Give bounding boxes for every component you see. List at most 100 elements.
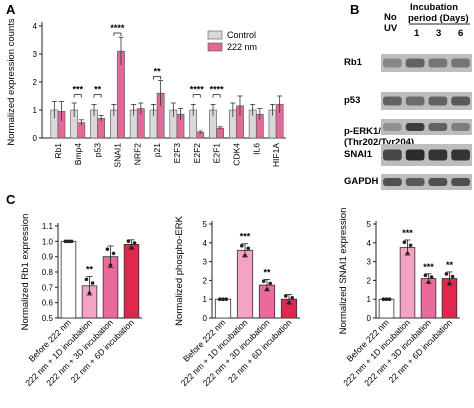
- y-axis-label-a: Normalized expression counts: [6, 18, 17, 146]
- y-axis-label: Normalized SNAI1 expression: [338, 208, 349, 335]
- y-tick-label: 0.9: [42, 253, 54, 262]
- day-label-3: 3: [436, 28, 441, 39]
- data-point: [221, 297, 225, 302]
- panel-letter-c: C: [6, 192, 16, 207]
- legend-swatch: [207, 42, 223, 52]
- data-point: [63, 239, 68, 244]
- y-tick-label: 0: [203, 314, 208, 323]
- y-tick-label: 4: [203, 239, 208, 248]
- y-tick-label: 3: [203, 258, 208, 267]
- blot-band: [428, 178, 448, 186]
- data-point: [261, 279, 266, 283]
- data-point: [405, 251, 410, 256]
- blot-band: [405, 123, 425, 131]
- y-tick-label-a: 3: [33, 50, 38, 59]
- blot-band: [405, 178, 425, 186]
- category-label: E2F2: [192, 143, 202, 164]
- data-point: [444, 272, 449, 276]
- data-point: [243, 253, 247, 258]
- bar: [214, 298, 232, 319]
- y-tick-label: 0.6: [42, 299, 54, 308]
- data-point: [290, 295, 295, 300]
- bar: [399, 247, 416, 319]
- category-label: p53: [93, 143, 103, 157]
- blot-band: [383, 149, 402, 161]
- data-point: [408, 243, 413, 248]
- category-label: Bmp4: [73, 143, 83, 165]
- sig-label: **: [263, 267, 271, 277]
- data-point: [239, 243, 244, 248]
- sig-label: ***: [240, 232, 251, 242]
- y-tick-label: 1.0: [42, 237, 54, 246]
- data-point: [426, 280, 431, 285]
- bar: [123, 243, 140, 319]
- y-tick-label: 1.1: [42, 222, 54, 231]
- data-point: [111, 251, 116, 256]
- data-point: [132, 241, 137, 245]
- data-point: [384, 297, 389, 302]
- y-tick-label: 0.8: [42, 268, 54, 277]
- data-point: [423, 273, 428, 278]
- data-point: [402, 240, 407, 245]
- data-point: [265, 287, 269, 292]
- sig-label: ****: [110, 23, 125, 33]
- blot-band: [428, 123, 448, 131]
- y-axis-label: Normalized Rb1 expression: [20, 214, 31, 331]
- data-point: [246, 246, 251, 251]
- category-label: E2F1: [212, 143, 222, 164]
- blot-strip-p53: [381, 92, 472, 110]
- blot-strip-rb1: [381, 54, 472, 72]
- data-point: [126, 239, 131, 243]
- blot-row-p53: p53: [344, 95, 360, 106]
- sig-label: **: [154, 66, 162, 76]
- data-point: [84, 277, 89, 282]
- category-label: p21: [152, 143, 162, 157]
- sig-label: ***: [402, 228, 413, 238]
- chart-c-rb1: 0.5 0.6 0.7 0.8 0.9 1.0 1.1 Normalized Rb1 expr…: [20, 214, 142, 388]
- blot-band: [451, 178, 470, 186]
- data-point: [447, 281, 452, 286]
- bar-222nm: [216, 127, 225, 139]
- sig-label: ****: [210, 85, 225, 95]
- blot-strip-gapdh: [381, 174, 472, 190]
- data-point: [450, 274, 455, 279]
- chart-a: 0 1 2 3 4 Normalized expression counts Rb1 Bmp4…: [6, 18, 286, 168]
- sig-label: **: [94, 85, 102, 95]
- y-tick-label: 0.7: [42, 283, 54, 292]
- y-tick-label: 2: [203, 276, 208, 285]
- blot-band: [451, 123, 470, 131]
- blot-band: [451, 58, 470, 68]
- blot-band: [383, 96, 402, 106]
- blot-row-rb1: Rb1: [344, 57, 363, 68]
- data-point: [287, 301, 291, 305]
- bar: [420, 278, 437, 319]
- blot-row-perk-sites: (Thr202/Tyr204): [344, 137, 414, 148]
- blot-band: [428, 58, 448, 68]
- sig-label: ****: [190, 85, 205, 95]
- sig-label: ***: [72, 85, 83, 95]
- panel-letter-a: A: [6, 2, 16, 17]
- legend-label: Control: [227, 30, 256, 40]
- category-label: Rb1: [53, 143, 63, 159]
- y-tick-label: 5: [203, 220, 208, 229]
- data-point: [129, 246, 134, 250]
- data-point: [283, 294, 288, 298]
- blot-strip-perk: [381, 119, 472, 135]
- y-tick-label-a: 0: [33, 134, 38, 143]
- data-point: [387, 297, 392, 302]
- y-tick-label: 3: [367, 258, 372, 267]
- category-label: NRF2: [132, 143, 142, 165]
- legend-label: 222 nm: [227, 42, 257, 52]
- no-uv-label-line2: UV: [384, 23, 398, 34]
- blot-band: [405, 58, 425, 68]
- data-point: [108, 263, 113, 268]
- bar: [236, 249, 254, 319]
- category-label: E2F3: [172, 143, 182, 164]
- sig-label: **: [86, 265, 94, 275]
- category-label: SNAI1: [112, 143, 122, 168]
- incubation-label-line2: period (Days): [408, 13, 469, 24]
- category-label: HIF1A: [271, 143, 281, 167]
- y-tick-label: 1: [203, 295, 208, 304]
